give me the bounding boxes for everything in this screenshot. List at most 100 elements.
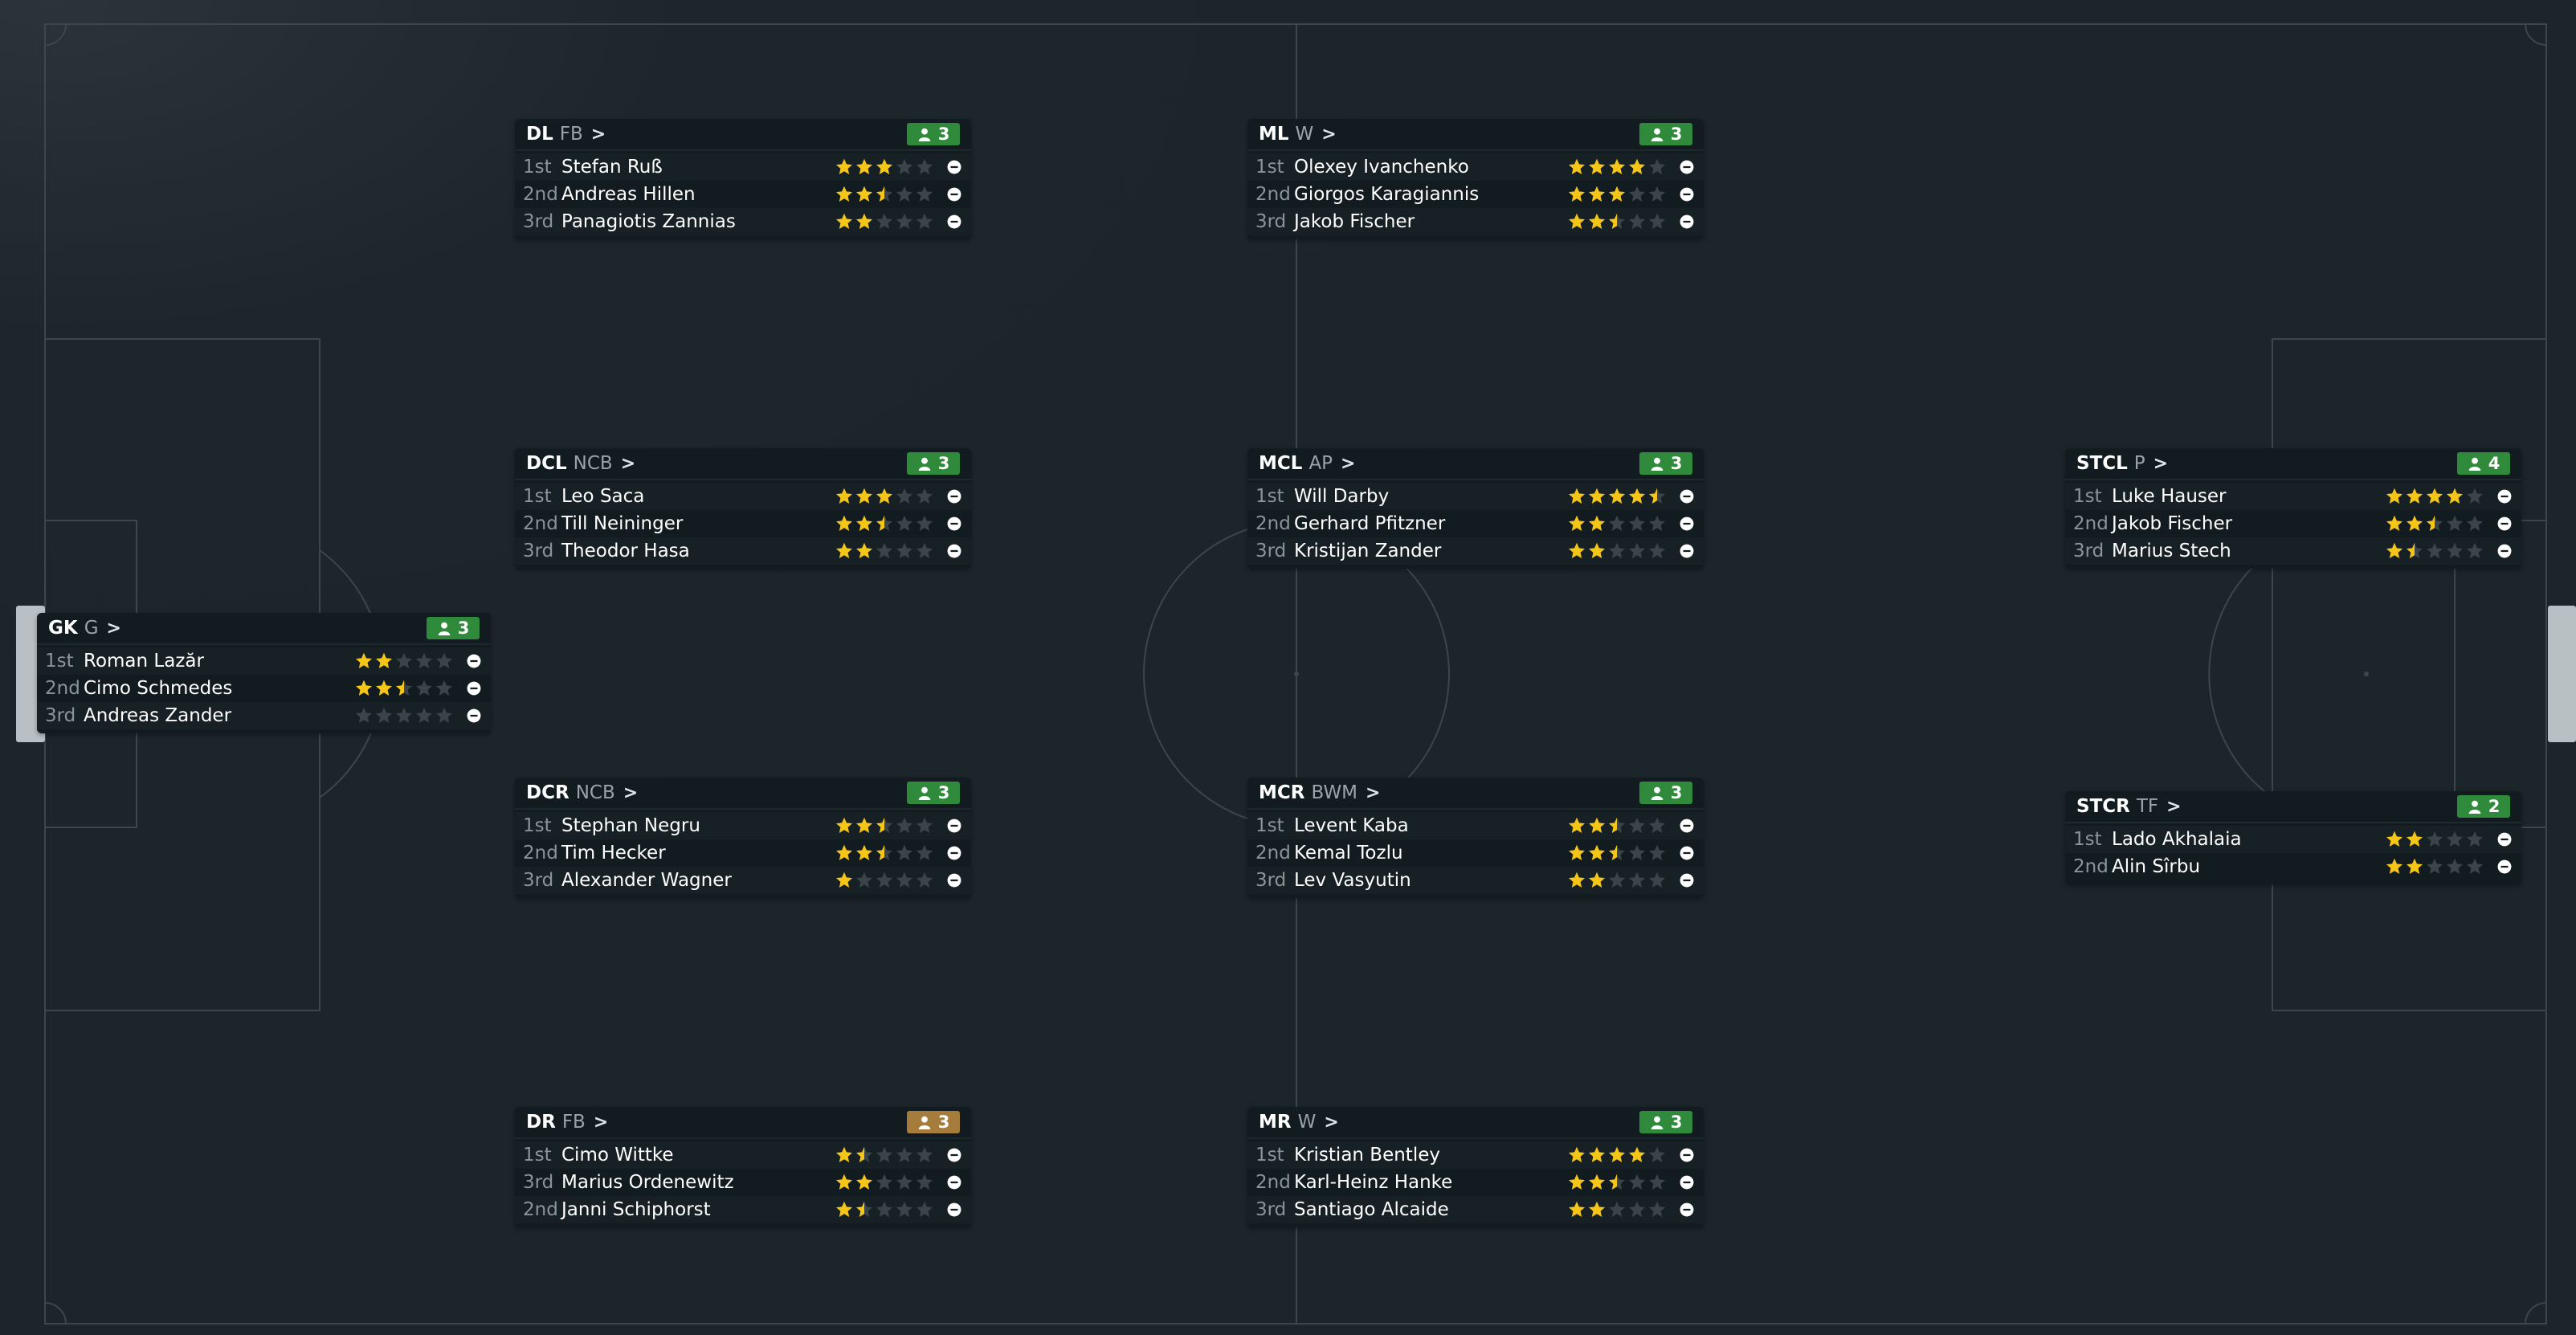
position-role[interactable]: NCB <box>573 453 613 474</box>
player-name[interactable]: Andreas Zander <box>84 705 232 726</box>
position-code[interactable]: MCR <box>1259 782 1305 803</box>
depth-row[interactable]: 1st Olexey Ivanchenko <box>1247 153 1704 181</box>
player-count-badge[interactable]: 4 <box>2457 452 2510 475</box>
chevron-right-icon[interactable]: > <box>593 1112 609 1133</box>
position-card-mcr[interactable]: MCR BWM > 3 1st Levent Kaba 2nd Kemal Tozl… <box>1247 778 1704 898</box>
remove-icon[interactable] <box>947 846 961 860</box>
depth-row[interactable]: 2nd Cimo Schmedes <box>37 675 491 702</box>
chevron-right-icon[interactable]: > <box>590 124 606 145</box>
player-name[interactable]: Andreas Hillen <box>561 184 696 205</box>
player-name[interactable]: Kemal Tozlu <box>1294 843 1403 863</box>
chevron-right-icon[interactable]: > <box>1366 782 1381 803</box>
player-name[interactable]: Theodor Hasa <box>561 541 690 561</box>
player-name[interactable]: Alexander Wagner <box>561 870 732 891</box>
depth-row[interactable]: 3rd Marius Stech <box>2065 537 2521 565</box>
remove-icon[interactable] <box>947 489 961 504</box>
position-code[interactable]: DCL <box>526 453 567 474</box>
player-name[interactable]: Cimo Schmedes <box>84 678 233 699</box>
position-role[interactable]: TF <box>2136 796 2159 817</box>
position-role[interactable]: NCB <box>575 782 615 803</box>
depth-row[interactable]: 1st Stephan Negru <box>515 812 971 839</box>
player-name[interactable]: Stefan Ruß <box>561 157 663 178</box>
player-name[interactable]: Tim Hecker <box>561 843 666 863</box>
player-name[interactable]: Karl-Heinz Hanke <box>1294 1172 1453 1193</box>
player-name[interactable]: Alin Sîrbu <box>2112 856 2201 877</box>
remove-icon[interactable] <box>2497 859 2512 874</box>
remove-icon[interactable] <box>1680 544 1694 558</box>
position-code[interactable]: MR <box>1259 1112 1292 1133</box>
remove-icon[interactable] <box>2497 832 2512 847</box>
player-name[interactable]: Gerhard Pfitzner <box>1294 513 1446 534</box>
position-role[interactable]: BWM <box>1311 782 1358 803</box>
depth-row[interactable]: 3rd Jakob Fischer <box>1247 208 1704 235</box>
remove-icon[interactable] <box>1680 1148 1694 1162</box>
depth-row[interactable]: 2nd Karl-Heinz Hanke <box>1247 1169 1704 1196</box>
player-count-badge[interactable]: 3 <box>1639 452 1692 475</box>
depth-row[interactable]: 1st Lado Akhalaia <box>2065 826 2521 853</box>
depth-row[interactable]: 1st Levent Kaba <box>1247 812 1704 839</box>
remove-icon[interactable] <box>1680 160 1694 174</box>
remove-icon[interactable] <box>2497 489 2512 504</box>
player-name[interactable]: Till Neininger <box>561 513 684 534</box>
player-name[interactable]: Cimo Wittke <box>561 1145 674 1166</box>
position-code[interactable]: DCR <box>526 782 569 803</box>
remove-icon[interactable] <box>1680 1202 1694 1217</box>
position-role[interactable]: G <box>84 618 99 639</box>
player-name[interactable]: Luke Hauser <box>2112 486 2227 507</box>
position-card-dcl[interactable]: DCL NCB > 3 1st Leo Saca 2nd Till Neininge… <box>515 448 971 569</box>
position-code[interactable]: DL <box>526 124 553 145</box>
position-card-mr[interactable]: MR W > 3 1st Kristian Bentley 2nd Karl-Hei… <box>1247 1107 1704 1227</box>
chevron-right-icon[interactable]: > <box>623 782 639 803</box>
remove-icon[interactable] <box>2497 544 2512 558</box>
position-code[interactable]: GK <box>48 618 78 639</box>
remove-icon[interactable] <box>947 1148 961 1162</box>
depth-row[interactable]: 3rd Marius Ordenewitz <box>515 1169 971 1196</box>
player-count-badge[interactable]: 3 <box>907 452 960 475</box>
position-card-ml[interactable]: ML W > 3 1st Olexey Ivanchenko 2nd Giorgos… <box>1247 119 1704 239</box>
position-card-gk[interactable]: GK G > 3 1st Roman Lazăr 2nd Cimo Schmedes… <box>37 613 491 733</box>
position-role[interactable]: FB <box>559 124 583 145</box>
player-count-badge[interactable]: 2 <box>2457 795 2510 818</box>
depth-row[interactable]: 3rd Lev Vasyutin <box>1247 867 1704 894</box>
depth-row[interactable]: 2nd Giorgos Karagiannis <box>1247 181 1704 208</box>
player-count-badge[interactable]: 3 <box>427 617 480 639</box>
position-card-stcr[interactable]: STCR TF > 2 1st Lado Akhalaia 2nd Alin Sîr… <box>2065 791 2521 884</box>
player-name[interactable]: Lado Akhalaia <box>2112 829 2242 850</box>
player-name[interactable]: Will Darby <box>1294 486 1390 507</box>
position-card-dcr[interactable]: DCR NCB > 3 1st Stephan Negru 2nd Tim Heck… <box>515 778 971 898</box>
remove-icon[interactable] <box>947 819 961 833</box>
player-name[interactable]: Olexey Ivanchenko <box>1294 157 1469 178</box>
chevron-right-icon[interactable]: > <box>620 453 636 474</box>
remove-icon[interactable] <box>467 654 481 668</box>
remove-icon[interactable] <box>467 708 481 723</box>
player-name[interactable]: Kristian Bentley <box>1294 1145 1440 1166</box>
depth-row[interactable]: 1st Will Darby <box>1247 483 1704 510</box>
player-count-badge[interactable]: 3 <box>907 782 960 804</box>
position-role[interactable]: W <box>1295 124 1314 145</box>
remove-icon[interactable] <box>1680 516 1694 531</box>
remove-icon[interactable] <box>947 516 961 531</box>
remove-icon[interactable] <box>1680 1175 1694 1190</box>
chevron-right-icon[interactable]: > <box>2166 796 2182 817</box>
remove-icon[interactable] <box>947 1175 961 1190</box>
position-card-stcl[interactable]: STCL P > 4 1st Luke Hauser 2nd Jakob Fisch… <box>2065 448 2521 569</box>
depth-row[interactable]: 1st Roman Lazăr <box>37 647 491 675</box>
remove-icon[interactable] <box>1680 819 1694 833</box>
player-name[interactable]: Roman Lazăr <box>84 651 204 672</box>
depth-row[interactable]: 2nd Kemal Tozlu <box>1247 839 1704 867</box>
player-count-badge[interactable]: 3 <box>1639 123 1692 145</box>
position-code[interactable]: STCL <box>2076 453 2128 474</box>
position-code[interactable]: MCL <box>1259 453 1303 474</box>
depth-row[interactable]: 2nd Gerhard Pfitzner <box>1247 510 1704 537</box>
player-name[interactable]: Kristijan Zander <box>1294 541 1442 561</box>
player-name[interactable]: Giorgos Karagiannis <box>1294 184 1480 205</box>
player-count-badge[interactable]: 3 <box>1639 782 1692 804</box>
player-name[interactable]: Marius Ordenewitz <box>561 1172 734 1193</box>
depth-row[interactable]: 1st Kristian Bentley <box>1247 1141 1704 1169</box>
depth-row[interactable]: 2nd Jakob Fischer <box>2065 510 2521 537</box>
chevron-right-icon[interactable]: > <box>2153 453 2169 474</box>
player-name[interactable]: Stephan Negru <box>561 815 700 836</box>
depth-row[interactable]: 2nd Andreas Hillen <box>515 181 971 208</box>
depth-row[interactable]: 3rd Santiago Alcaide <box>1247 1196 1704 1223</box>
depth-row[interactable]: 2nd Janni Schiphorst <box>515 1196 971 1223</box>
